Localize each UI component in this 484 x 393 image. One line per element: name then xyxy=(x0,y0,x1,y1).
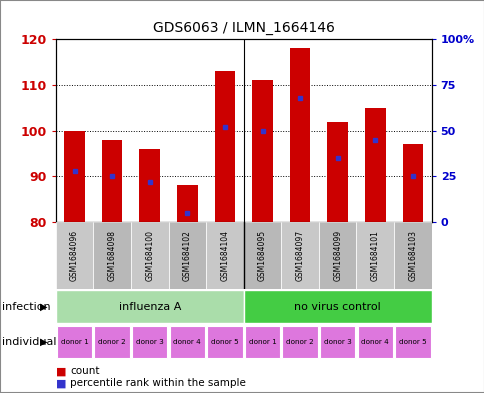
Text: GSM1684099: GSM1684099 xyxy=(333,230,342,281)
Bar xyxy=(56,290,243,323)
Bar xyxy=(168,222,206,289)
Bar xyxy=(132,326,167,358)
Bar xyxy=(169,326,205,358)
Bar xyxy=(214,71,235,222)
Text: donor 2: donor 2 xyxy=(286,339,313,345)
Text: donor 4: donor 4 xyxy=(361,339,388,345)
Text: GSM1684096: GSM1684096 xyxy=(70,230,79,281)
Text: ■: ■ xyxy=(56,378,66,388)
Text: donor 1: donor 1 xyxy=(60,339,88,345)
Text: GSM1684095: GSM1684095 xyxy=(257,230,267,281)
Bar xyxy=(281,222,318,289)
Text: individual: individual xyxy=(2,337,57,347)
Text: GSM1684098: GSM1684098 xyxy=(107,230,117,281)
Bar xyxy=(177,185,197,222)
Bar xyxy=(93,222,131,289)
Bar xyxy=(319,326,355,358)
Text: donor 5: donor 5 xyxy=(211,339,238,345)
Bar xyxy=(64,130,85,222)
Text: influenza A: influenza A xyxy=(118,301,181,312)
Bar xyxy=(207,326,242,358)
Bar xyxy=(282,326,317,358)
Text: GSM1684097: GSM1684097 xyxy=(295,230,304,281)
Bar xyxy=(244,326,280,358)
Bar xyxy=(289,48,310,222)
Text: donor 2: donor 2 xyxy=(98,339,126,345)
Text: GSM1684101: GSM1684101 xyxy=(370,230,379,281)
Text: ▶: ▶ xyxy=(40,301,47,312)
Text: ■: ■ xyxy=(56,366,66,376)
Text: count: count xyxy=(70,366,100,376)
Text: donor 3: donor 3 xyxy=(136,339,163,345)
Text: GSM1684102: GSM1684102 xyxy=(182,230,192,281)
Title: GDS6063 / ILMN_1664146: GDS6063 / ILMN_1664146 xyxy=(152,22,334,35)
Text: donor 5: donor 5 xyxy=(398,339,426,345)
Bar xyxy=(56,222,93,289)
Bar xyxy=(206,222,243,289)
Bar xyxy=(139,149,160,222)
Bar xyxy=(131,222,168,289)
Text: donor 1: donor 1 xyxy=(248,339,276,345)
Bar xyxy=(318,222,356,289)
Text: GSM1684103: GSM1684103 xyxy=(408,230,417,281)
Text: no virus control: no virus control xyxy=(294,301,380,312)
Text: percentile rank within the sample: percentile rank within the sample xyxy=(70,378,246,388)
Text: donor 3: donor 3 xyxy=(323,339,351,345)
Bar xyxy=(393,222,431,289)
Bar xyxy=(57,326,92,358)
Text: infection: infection xyxy=(2,301,51,312)
Bar xyxy=(243,290,431,323)
Bar xyxy=(364,108,385,222)
Text: GSM1684104: GSM1684104 xyxy=(220,230,229,281)
Bar xyxy=(402,144,423,222)
Text: ▶: ▶ xyxy=(40,337,47,347)
Text: GSM1684100: GSM1684100 xyxy=(145,230,154,281)
Bar xyxy=(252,81,272,222)
Bar xyxy=(327,121,348,222)
Bar xyxy=(394,326,430,358)
Bar xyxy=(243,222,281,289)
Bar xyxy=(356,222,393,289)
Text: donor 4: donor 4 xyxy=(173,339,201,345)
Bar xyxy=(357,326,392,358)
Bar xyxy=(94,326,130,358)
Bar xyxy=(102,140,122,222)
